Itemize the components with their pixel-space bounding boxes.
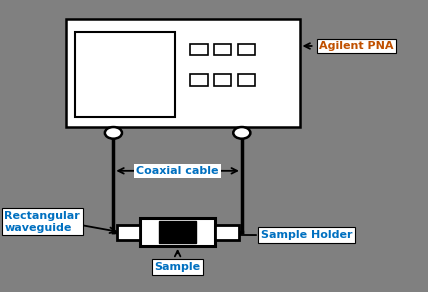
Bar xyxy=(190,44,208,55)
Bar xyxy=(66,19,300,127)
Circle shape xyxy=(233,127,250,139)
Text: Sample: Sample xyxy=(155,262,201,272)
Text: Coaxial cable: Coaxial cable xyxy=(137,166,219,176)
Circle shape xyxy=(105,127,122,139)
Text: Agilent PNA: Agilent PNA xyxy=(319,41,393,51)
Bar xyxy=(190,74,208,86)
Bar xyxy=(75,32,175,117)
Bar xyxy=(140,218,215,246)
Bar xyxy=(238,74,255,86)
Bar xyxy=(116,225,140,240)
Bar xyxy=(159,221,196,243)
Bar xyxy=(214,44,231,55)
Bar xyxy=(214,74,231,86)
Text: Sample Holder: Sample Holder xyxy=(261,230,353,240)
Bar xyxy=(215,225,238,240)
Bar xyxy=(238,44,255,55)
Text: Rectangular
waveguide: Rectangular waveguide xyxy=(4,211,80,233)
